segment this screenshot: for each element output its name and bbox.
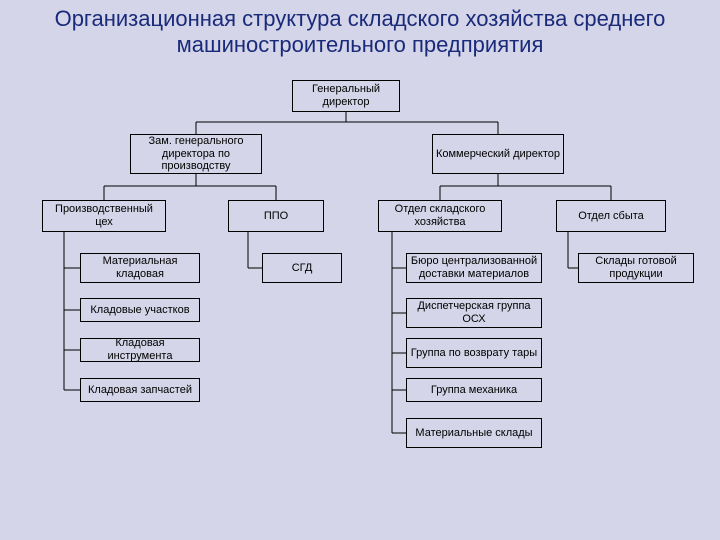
org-node-disp: Диспетчерская группа ОСХ [406, 298, 542, 328]
org-node-ppo: ППО [228, 200, 324, 232]
org-node-bcd: Бюро централизованной доставки материало… [406, 253, 542, 283]
org-node-prod_shop: Производственный цех [42, 200, 166, 232]
org-node-osh: Отдел складского хозяйства [378, 200, 502, 232]
org-node-tara: Группа по возврату тары [406, 338, 542, 368]
org-node-mat_klad: Материальная кладовая [80, 253, 200, 283]
org-node-kom_dir: Коммерческий директор [432, 134, 564, 174]
org-node-sales: Отдел сбыта [556, 200, 666, 232]
diagram-title: Организационная структура складского хоз… [0, 6, 720, 59]
org-node-mech: Группа механика [406, 378, 542, 402]
org-node-klad_uch: Кладовые участков [80, 298, 200, 322]
org-node-zam_prod: Зам. генерального директора по производс… [130, 134, 262, 174]
org-node-sgd: СГД [262, 253, 342, 283]
org-node-mat_skl: Материальные склады [406, 418, 542, 448]
org-node-gen_dir: Генеральный директор [292, 80, 400, 112]
org-node-gp_skl: Склады готовой продукции [578, 253, 694, 283]
org-node-klad_instr: Кладовая инструмента [80, 338, 200, 362]
org-node-klad_zap: Кладовая запчастей [80, 378, 200, 402]
